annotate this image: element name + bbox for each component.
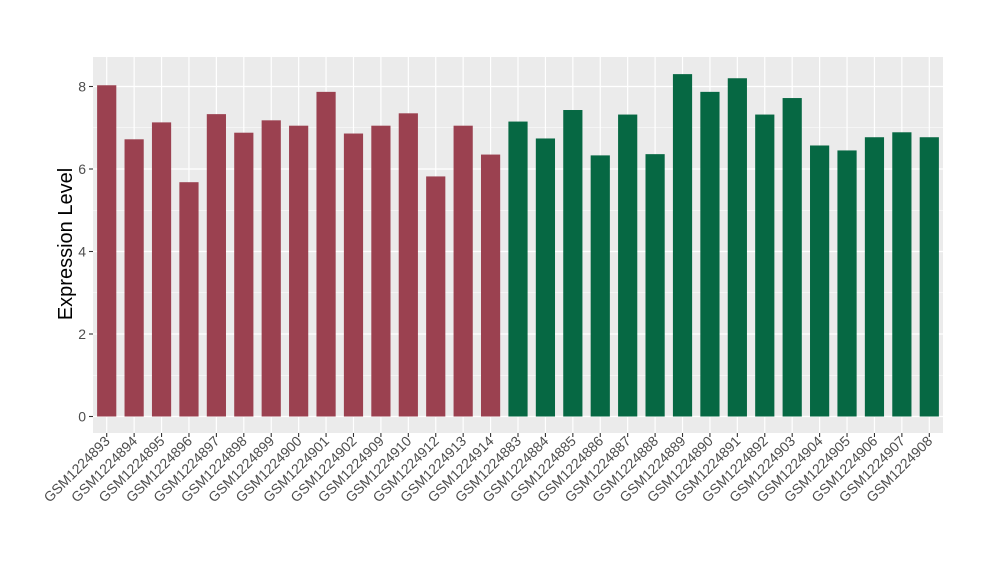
bar-GSM1224901: [316, 91, 336, 417]
bar-GSM1224892: [755, 114, 775, 417]
bar-GSM1224913: [453, 125, 473, 417]
bar-GSM1224886: [590, 155, 610, 417]
bar-GSM1224894: [124, 139, 144, 417]
y-tick-label: 4: [78, 244, 86, 260]
bar-GSM1224904: [810, 145, 830, 417]
bar-GSM1224909: [371, 125, 391, 417]
bar-GSM1224895: [151, 122, 172, 417]
bar-GSM1224903: [782, 98, 802, 417]
bar-GSM1224885: [563, 110, 583, 417]
bar-GSM1224897: [206, 114, 226, 417]
bar-GSM1224910: [398, 113, 418, 417]
bar-GSM1224907: [892, 132, 912, 417]
bar-GSM1224902: [343, 133, 364, 417]
y-tick-label: 0: [78, 409, 86, 425]
bar-GSM1224900: [289, 125, 309, 417]
bar-GSM1224914: [480, 154, 501, 417]
bar-GSM1224883: [508, 121, 528, 417]
bar-GSM1224896: [179, 182, 199, 417]
bar-GSM1224893: [97, 85, 117, 417]
bar-GSM1224887: [618, 114, 638, 417]
bar-GSM1224899: [261, 120, 281, 417]
bars: [97, 74, 939, 417]
y-axis-title: Expression Level: [55, 168, 77, 320]
bar-GSM1224898: [234, 132, 254, 417]
y-axis: 0 2 4 6 8: [78, 79, 93, 425]
bar-GSM1224890: [700, 91, 720, 417]
bar-GSM1224905: [837, 150, 857, 417]
bar-GSM1224912: [426, 176, 446, 417]
x-axis: GSM1224893GSM1224894GSM1224895GSM1224896…: [40, 433, 935, 506]
y-tick-label: 6: [78, 161, 86, 177]
bar-GSM1224891: [727, 78, 747, 417]
y-tick-label: 2: [78, 326, 86, 342]
y-tick-label: 8: [78, 79, 86, 95]
bar-GSM1224889: [672, 74, 693, 417]
bar-GSM1224908: [919, 137, 939, 417]
bar-GSM1224888: [645, 154, 665, 417]
bar-GSM1224906: [864, 137, 885, 417]
bar-GSM1224884: [535, 138, 556, 417]
